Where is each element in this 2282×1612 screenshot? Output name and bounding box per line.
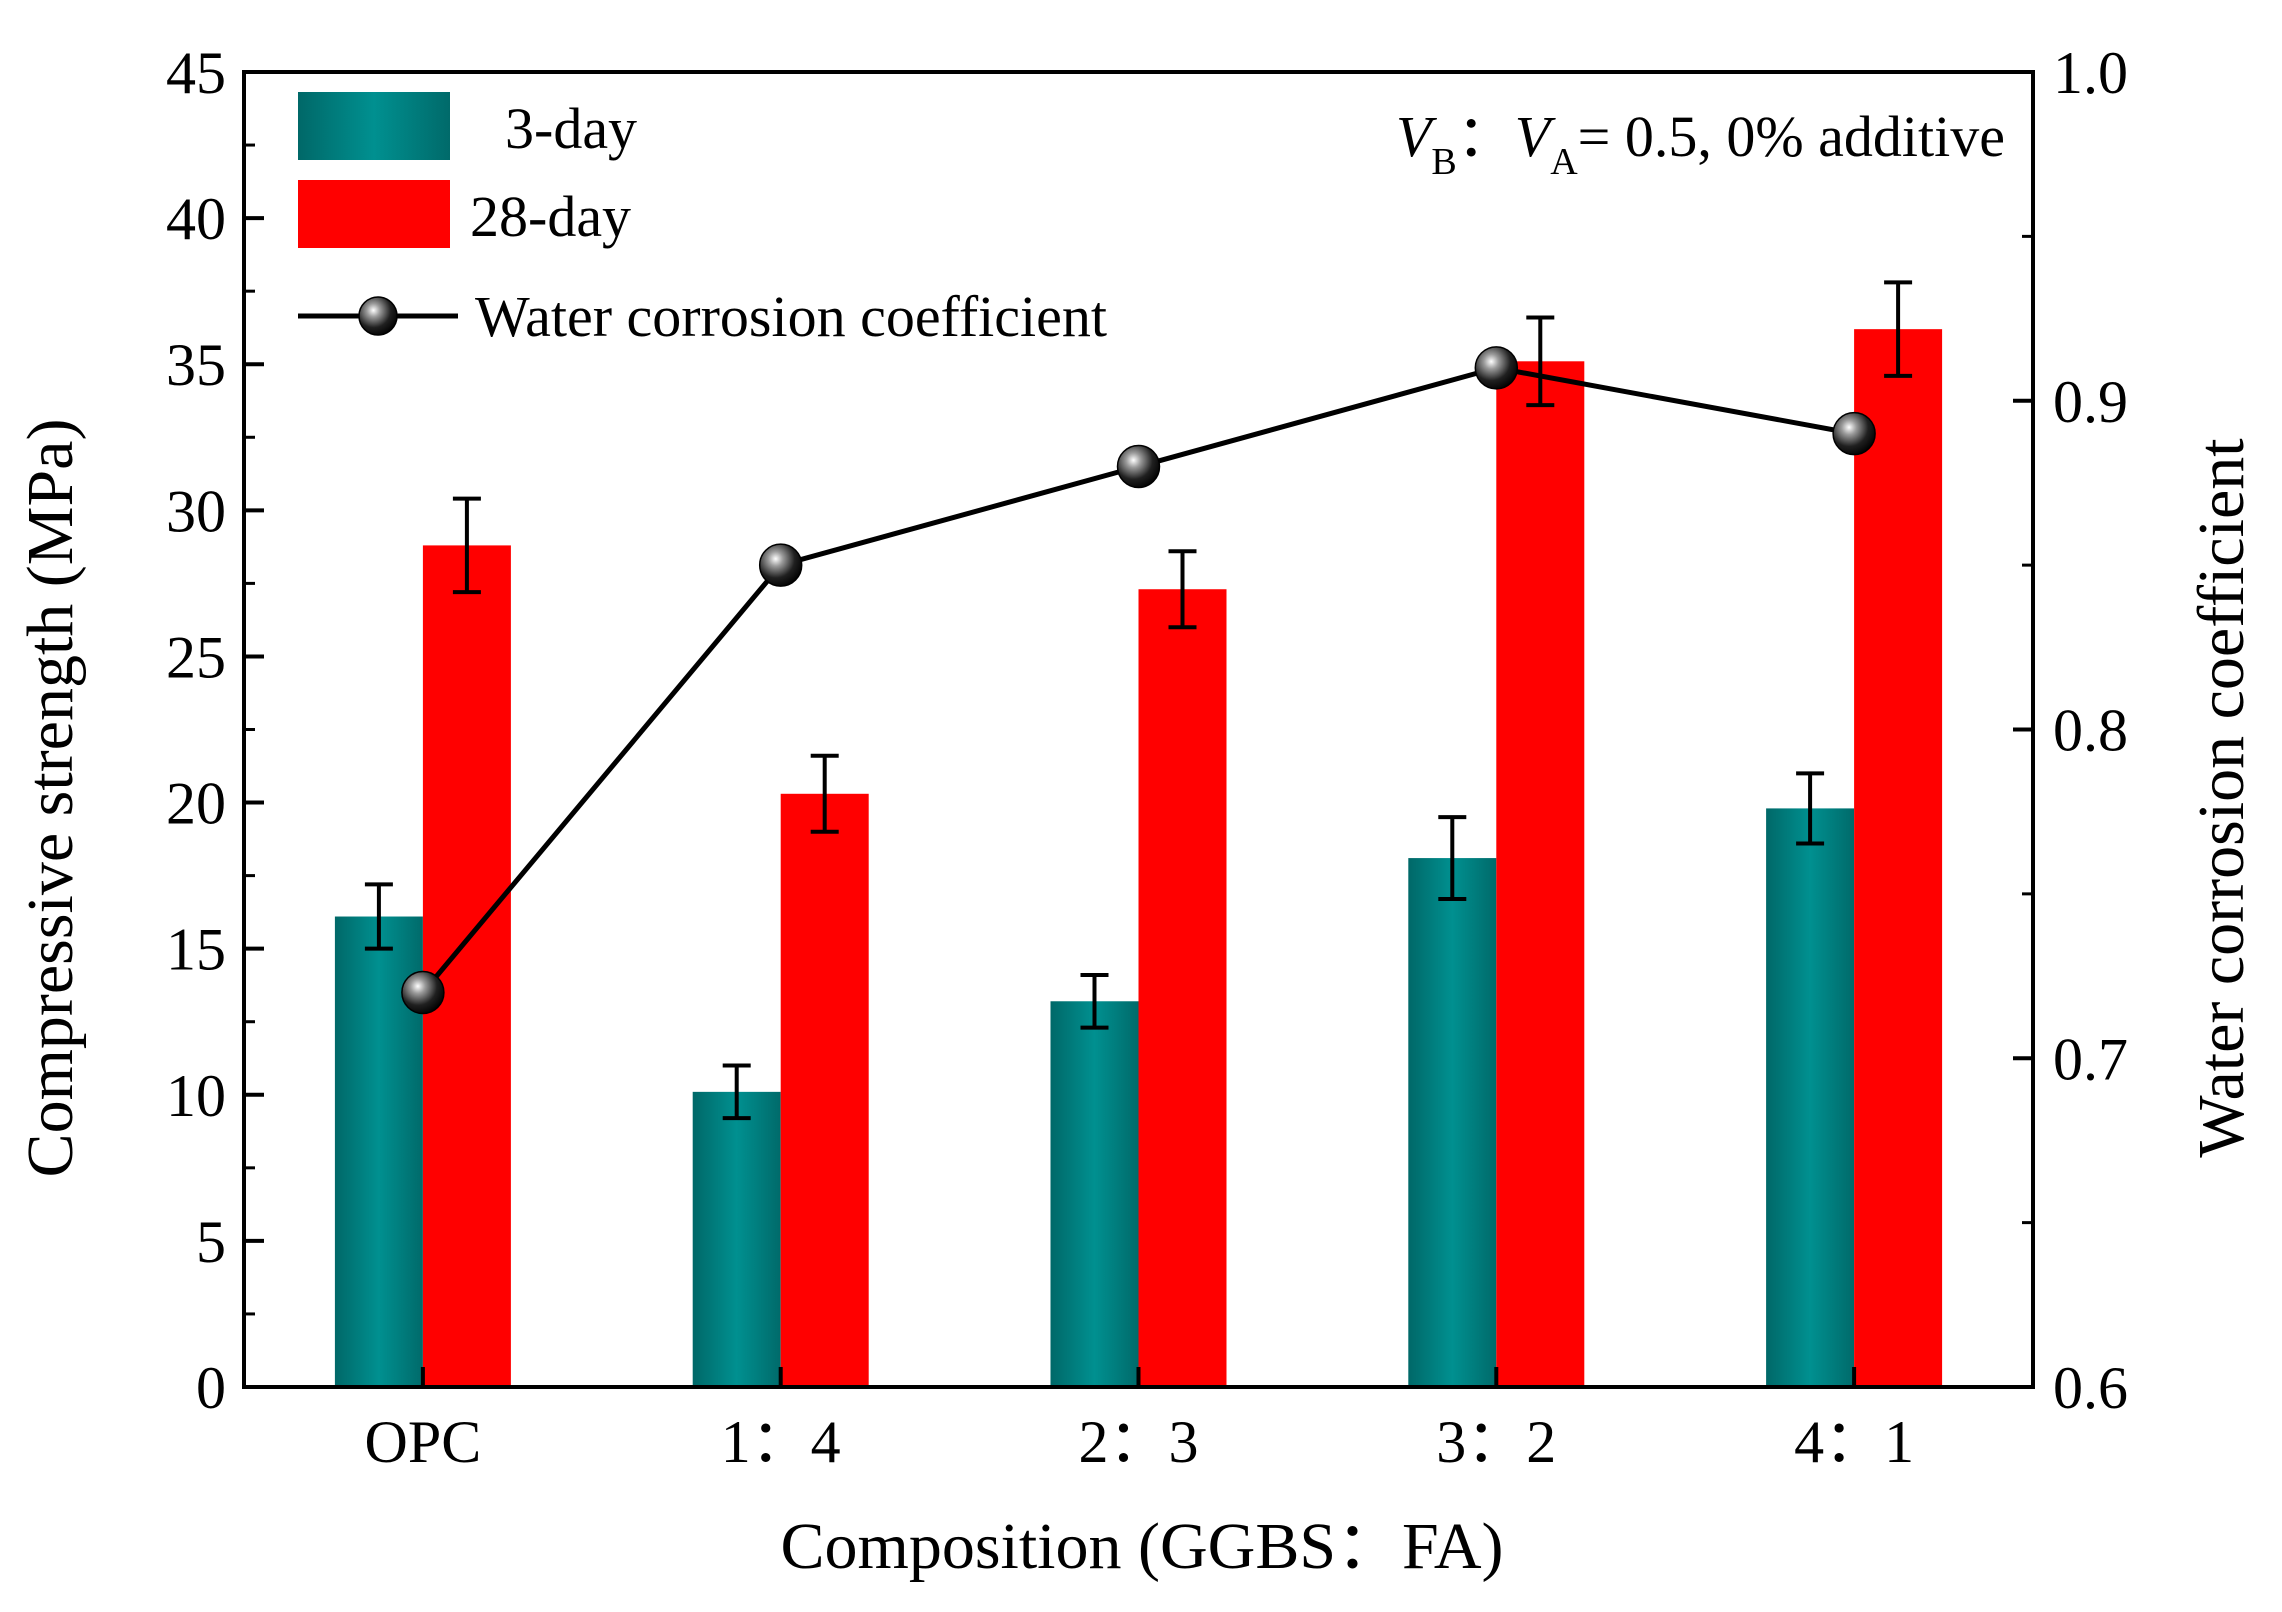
legend-label-28-day: 28-day xyxy=(470,184,631,249)
annotation-sub-a: A xyxy=(1550,141,1578,183)
y-axis-title-left: Compressive strength (MPa) xyxy=(14,419,87,1178)
y-tick-label-left-35: 35 xyxy=(166,332,226,398)
legend-swatch-3-day xyxy=(298,92,450,160)
y-tick-label-left-20: 20 xyxy=(166,771,226,837)
bar-3-day-3 xyxy=(1408,858,1497,1387)
x-axis-title: Composition (GGBS：FA) xyxy=(780,1510,1503,1583)
y-tick-label-left-30: 30 xyxy=(166,478,226,544)
annotation-text: VB：VA= 0.5, 0% additive xyxy=(1396,104,2005,183)
y-tick-label-left-40: 40 xyxy=(166,186,226,252)
ticks-layer: 0 5 10 15 20 25 30 35 40 45 0.6 0.7 0.8 0.9 1.0 OPC 1：4 2… xyxy=(166,40,2128,1475)
y-tick-label-left-25: 25 xyxy=(166,624,226,690)
bars-layer xyxy=(334,280,1943,1388)
bar-28-day-0 xyxy=(422,545,511,1387)
bar-3-day-4 xyxy=(1766,808,1855,1387)
x-tick-label-2: 2：3 xyxy=(1079,1409,1199,1475)
legend-label-water-corrosion: Water corrosion coefficient xyxy=(475,284,1107,349)
annotation-rest: = 0.5, 0% additive xyxy=(1578,104,2005,169)
bar-3-day-1 xyxy=(692,1091,781,1387)
x-tick-label-0: OPC xyxy=(365,1409,482,1475)
x-tick-label-3: 3：2 xyxy=(1436,1409,1556,1475)
x-tick-label-1: 1：4 xyxy=(721,1409,841,1475)
y-tick-label-left-15: 15 xyxy=(166,917,226,983)
water-corrosion-point-3 xyxy=(1474,346,1519,390)
water-corrosion-point-0 xyxy=(401,970,445,1015)
line-layer xyxy=(401,346,1876,1015)
bar-28-day-3 xyxy=(1496,361,1585,1387)
legend-marker-sample xyxy=(358,296,398,336)
annotation-sub-b: B xyxy=(1431,141,1456,183)
y-tick-label-left-10: 10 xyxy=(166,1063,226,1129)
water-corrosion-point-4 xyxy=(1832,411,1876,456)
annotation-separator: ： xyxy=(1457,104,1515,169)
water-corrosion-point-2 xyxy=(1116,444,1161,489)
y-tick-label-left-45: 45 xyxy=(166,40,226,106)
annotation-var-b: V xyxy=(1396,104,1438,169)
legend: 3-day 28-day Water corrosion coefficient xyxy=(298,92,1107,349)
y-tick-label-right-0.9: 0.9 xyxy=(2053,369,2128,435)
bar-28-day-2 xyxy=(1138,589,1227,1387)
y-tick-label-right-0.7: 0.7 xyxy=(2053,1026,2128,1092)
legend-swatch-28-day xyxy=(298,180,450,248)
y-tick-label-left-0: 0 xyxy=(196,1355,226,1421)
y-tick-label-left-5: 5 xyxy=(196,1209,226,1275)
y-axis-title-right: Water corrosion coefficient xyxy=(2185,438,2258,1157)
water-corrosion-point-1 xyxy=(758,543,803,587)
y-tick-label-right-1.0: 1.0 xyxy=(2053,40,2128,106)
bar-28-day-4 xyxy=(1854,329,1943,1388)
bar-28-day-1 xyxy=(780,793,869,1387)
annotation-var-a: V xyxy=(1515,104,1557,169)
y-tick-label-right-0.6: 0.6 xyxy=(2053,1355,2128,1421)
x-tick-label-4: 4：1 xyxy=(1794,1409,1914,1475)
legend-label-3-day: 3-day xyxy=(505,96,637,161)
y-tick-label-right-0.8: 0.8 xyxy=(2053,698,2128,764)
bar-3-day-2 xyxy=(1050,1001,1139,1387)
